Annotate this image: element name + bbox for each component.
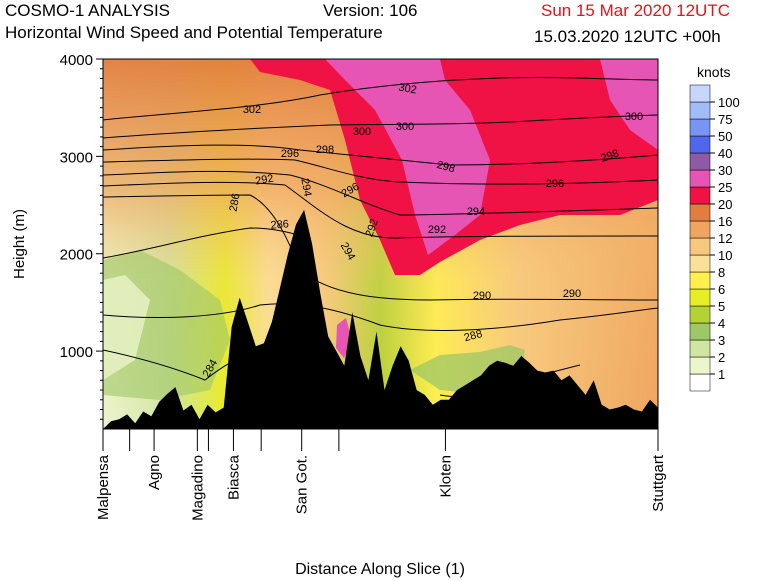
isentrope-label: 286 [228, 192, 243, 212]
colorbar-swatch [689, 220, 711, 239]
isentrope-298 [103, 144, 658, 166]
colorbar-swatch [689, 101, 711, 120]
colorbar-swatch [689, 135, 711, 154]
x-station-label: Kloten [437, 455, 454, 498]
isentrope-label: 294 [298, 177, 313, 197]
isentrope-label: 302 [243, 104, 261, 116]
colorbar-swatch [689, 271, 711, 290]
colorbar-swatch [689, 84, 711, 103]
colorbar-level-label: 12 [718, 231, 732, 246]
x-station-label: Malpensa [95, 454, 112, 520]
colorbar-level-label: 40 [718, 146, 732, 161]
y-tick-label: 2000 [60, 247, 93, 264]
x-axis-label: Distance Along Slice (1) [295, 561, 465, 578]
x-station-label: Biasca [225, 454, 242, 500]
x-station-label: Stuttgart [650, 454, 667, 512]
colorbar-level-label: 16 [718, 214, 732, 229]
isentrope-label: 288 [463, 328, 484, 344]
y-tick-label: 1000 [60, 344, 93, 361]
isentrope-label: 296 [546, 178, 564, 190]
isentrope-302 [103, 76, 658, 121]
colorbar-swatch [689, 305, 711, 324]
colorbar-swatch [689, 356, 711, 375]
isentrope-label: 300 [353, 126, 371, 138]
model-title: COSMO-1 ANALYSIS [5, 1, 171, 20]
colorbar-level-label: 2 [718, 350, 725, 365]
colorbar-swatch [689, 288, 711, 307]
y-tick-label: 3000 [60, 149, 93, 166]
isentrope-288 [103, 303, 658, 331]
isentrope-292 [103, 181, 658, 239]
colorbar-swatch [689, 186, 711, 205]
version-label: Version: 106 [323, 1, 418, 20]
isentrope-label: 298 [316, 144, 334, 156]
colorbar-swatch [689, 203, 711, 222]
colorbar-swatch [689, 152, 711, 171]
isentrope-300 [103, 114, 658, 139]
colorbar-level-label: 6 [718, 282, 725, 297]
colorbar-swatch [689, 373, 711, 392]
isentrope-label: 300 [625, 111, 643, 123]
isentrope-label: 298 [435, 159, 456, 175]
colorbar-swatch [689, 237, 711, 256]
valid-time: 15.03.2020 12UTC +00h [534, 27, 721, 46]
isentrope-label: 290 [473, 290, 491, 302]
colorbar-unit: knots [697, 64, 730, 80]
y-axis-label: Height (m) [11, 209, 28, 279]
y-tick-label: 4000 [60, 52, 93, 69]
isentrope-label: 286 [270, 218, 289, 232]
jet-core-magenta [325, 59, 490, 255]
isentrope-286 [103, 227, 301, 259]
colorbar-level-label: 3 [718, 333, 725, 348]
colorbar-level-label: 100 [718, 95, 740, 110]
colorbar-swatch [689, 118, 711, 137]
colorbar-level-label: 8 [718, 265, 725, 280]
isentrope-294 [103, 170, 658, 216]
y-axis: 1000 2000 3000 4000 [60, 52, 103, 420]
x-station-label: Agno [146, 455, 163, 490]
x-axis: Malpensa Agno Magadino Biasca San Got. Kloten… [95, 429, 667, 521]
isentrope-296 [103, 158, 658, 185]
isentrope-label: 294 [467, 206, 485, 218]
colorbar-level-label: 1 [718, 367, 725, 382]
isentrope-label: 290 [563, 288, 581, 300]
jet-core-magenta-east [600, 59, 658, 150]
colorbar-level-label: 50 [718, 129, 732, 144]
terrain-silhouette [103, 209, 658, 429]
valley-pale [103, 275, 150, 380]
x-station-label: Magadino [189, 455, 206, 521]
x-station-label: San Got. [294, 455, 311, 514]
colorbar-swatch [689, 254, 711, 273]
colorbar-swatch [689, 169, 711, 188]
colorbar-swatch [689, 322, 711, 341]
colorbar-swatch [689, 339, 711, 358]
colorbar-level-label: 25 [718, 180, 732, 195]
isentrope-label: 302 [397, 82, 417, 97]
isentrope-label: 292 [363, 217, 381, 238]
chart-subtitle: Horizontal Wind Speed and Potential Temp… [5, 23, 383, 42]
isentrope-label: 292 [428, 224, 446, 236]
colorbar-level-label: 10 [718, 248, 732, 263]
isentrope-label: 300 [396, 121, 414, 133]
colorbar-level-label: 75 [718, 112, 732, 127]
colorbar-level-label: 20 [718, 197, 732, 212]
run-datetime: Sun 15 Mar 2020 12UTC [541, 1, 730, 20]
colorbar-level-label: 5 [718, 299, 725, 314]
isentrope-label: 296 [281, 148, 299, 160]
isentrope-label: 298 [599, 147, 620, 165]
colorbar-level-label: 4 [718, 316, 725, 331]
isentrope-label: 292 [254, 173, 274, 188]
colorbar-level-label: 30 [718, 163, 732, 178]
